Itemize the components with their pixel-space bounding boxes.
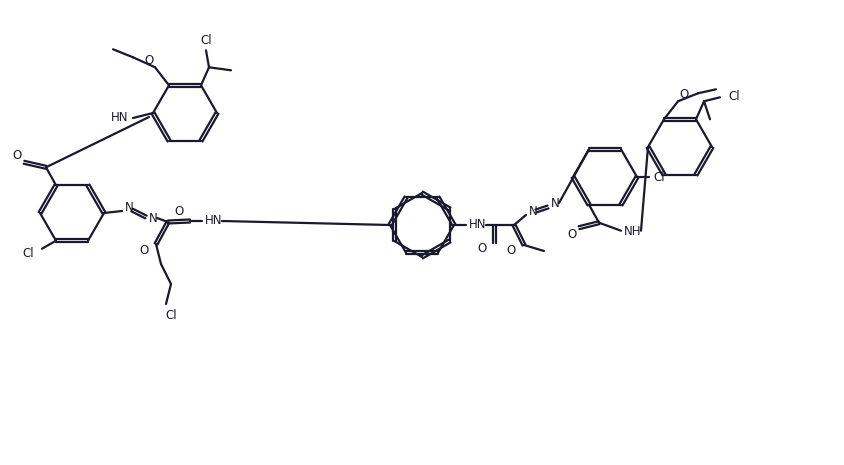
Text: O: O bbox=[679, 88, 689, 101]
Text: Cl: Cl bbox=[165, 308, 176, 321]
Text: HN: HN bbox=[111, 111, 129, 124]
Text: O: O bbox=[13, 149, 22, 162]
Text: HN: HN bbox=[469, 218, 487, 231]
Text: N: N bbox=[125, 200, 133, 213]
Text: O: O bbox=[175, 205, 184, 218]
Text: Cl: Cl bbox=[728, 90, 740, 103]
Text: HN: HN bbox=[205, 213, 223, 226]
Text: O: O bbox=[144, 54, 154, 67]
Text: N: N bbox=[528, 205, 538, 218]
Text: Cl: Cl bbox=[22, 247, 34, 260]
Text: O: O bbox=[567, 228, 576, 241]
Text: O: O bbox=[478, 241, 487, 254]
Text: Cl: Cl bbox=[200, 34, 212, 47]
Text: N: N bbox=[550, 197, 560, 210]
Text: O: O bbox=[506, 244, 516, 257]
Text: Cl: Cl bbox=[653, 171, 665, 184]
Text: O: O bbox=[139, 244, 149, 257]
Text: NH: NH bbox=[625, 225, 641, 238]
Text: N: N bbox=[149, 212, 157, 225]
